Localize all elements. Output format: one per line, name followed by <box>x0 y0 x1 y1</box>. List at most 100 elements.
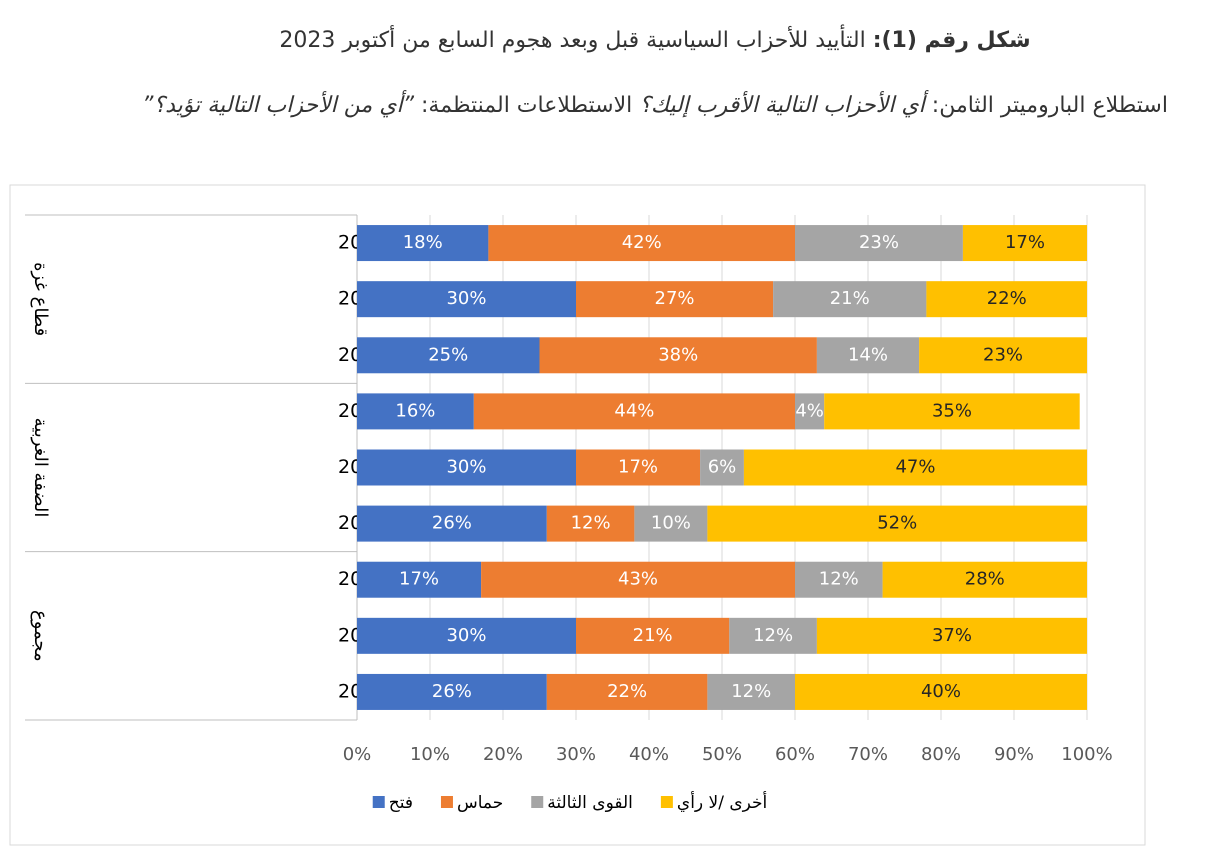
data-label: 47% <box>895 457 935 478</box>
bar-segment <box>357 561 482 598</box>
data-label: 17% <box>1005 232 1045 253</box>
bar-segment <box>729 617 817 654</box>
data-label: 10% <box>651 513 691 534</box>
bar-segment <box>488 225 795 262</box>
bar-segment <box>919 337 1087 374</box>
data-label: 12% <box>753 625 793 646</box>
data-label: 40% <box>921 681 961 702</box>
bar-segment <box>743 449 1087 486</box>
legend-label: حماس <box>457 793 503 813</box>
x-tick-label: 50% <box>702 744 742 765</box>
data-label: 25% <box>428 344 468 365</box>
data-label: 4% <box>795 400 824 421</box>
data-label: 30% <box>446 625 486 646</box>
subtitle-part: الاستطلاعات المنتظمة: <box>421 93 633 118</box>
x-tick-label: 0% <box>343 744 372 765</box>
data-label: 28% <box>965 569 1005 590</box>
legend-label: فتح <box>389 793 413 813</box>
chart-title: شكل رقم (1): التأييد للأحزاب السياسية قب… <box>100 28 1210 53</box>
bar-segment <box>926 281 1087 318</box>
group-label: الضفة الغربية <box>30 418 51 518</box>
data-label: 52% <box>877 513 917 534</box>
group-label: قطاع غزة <box>30 262 51 336</box>
legend-swatch <box>531 796 544 808</box>
data-label: 30% <box>446 457 486 478</box>
bar-segment <box>539 337 817 374</box>
data-label: 12% <box>819 569 859 590</box>
bar-segment <box>576 449 701 486</box>
bar-segment <box>707 505 1087 542</box>
bar-segment <box>816 617 1087 654</box>
bar-segment <box>634 505 708 542</box>
bar-segment <box>795 225 963 262</box>
data-label: 12% <box>571 513 611 534</box>
data-label: 23% <box>859 232 899 253</box>
x-tick-label: 20% <box>483 744 523 765</box>
bar-segment <box>576 281 774 318</box>
bar-segment <box>357 281 576 318</box>
subtitle-question: ”أي من الأحزاب التالية تؤيد؟” <box>142 93 415 118</box>
data-label: 35% <box>932 400 972 421</box>
bar-segment <box>357 225 489 262</box>
data-label: 21% <box>830 288 870 309</box>
bar-segment <box>816 337 920 374</box>
x-tick-label: 60% <box>775 744 815 765</box>
bar-segment <box>546 505 635 542</box>
legend-label: القوى الثالثة <box>547 793 633 813</box>
chart-subtitle: استطلاع الباروميتر الثامن: أي الأحزاب ال… <box>100 86 1210 126</box>
data-label: 43% <box>618 569 658 590</box>
x-tick-label: 70% <box>848 744 888 765</box>
data-label: 23% <box>983 344 1023 365</box>
bar-segment <box>824 393 1080 430</box>
data-label: 17% <box>618 457 658 478</box>
x-tick-label: 40% <box>629 744 669 765</box>
x-tick-label: 100% <box>1061 744 1112 765</box>
title-text: التأييد للأحزاب السياسية قبل وبعد هجوم ا… <box>279 28 866 53</box>
bar-segment <box>773 281 927 318</box>
bar-segment <box>795 561 883 598</box>
data-label: 6% <box>708 457 737 478</box>
chart-frame <box>9 184 1146 846</box>
group-label: مجموع <box>30 610 51 662</box>
title-label: شكل رقم (1): <box>872 28 1031 53</box>
legend-label: أخرى /لا رأي <box>677 791 767 813</box>
data-label: 42% <box>622 232 662 253</box>
subtitle-part: استطلاع الباروميتر الثامن: <box>931 93 1168 118</box>
data-label: 38% <box>658 344 698 365</box>
legend-swatch <box>372 796 385 808</box>
bar-segment <box>481 561 795 598</box>
legend-swatch <box>440 796 453 808</box>
bar-segment <box>357 617 576 654</box>
bar-segment <box>795 673 1087 710</box>
x-tick-label: 90% <box>994 744 1034 765</box>
bar-segment <box>357 673 547 710</box>
data-label: 21% <box>633 625 673 646</box>
subtitle-question: أي الأحزاب التالية الأقرب إليك؟ <box>639 93 925 118</box>
data-label: 16% <box>395 400 435 421</box>
bar-segment <box>357 337 540 374</box>
data-label: 44% <box>614 400 654 421</box>
bar-segment <box>882 561 1087 598</box>
bar-segment <box>576 617 730 654</box>
bar-segment <box>473 393 795 430</box>
bar-segment <box>962 225 1087 262</box>
data-label: 17% <box>399 569 439 590</box>
data-label: 37% <box>932 625 972 646</box>
bar-segment <box>546 673 708 710</box>
bar-segment <box>357 505 547 542</box>
data-label: 26% <box>432 681 472 702</box>
bar-segment <box>700 449 744 486</box>
data-label: 12% <box>731 681 771 702</box>
bar-segment <box>707 673 795 710</box>
legend: فتح حماس القوى الثالثة أخرى /لا رأي <box>372 791 767 813</box>
data-label: 14% <box>848 344 888 365</box>
data-label: 18% <box>403 232 443 253</box>
data-label: 30% <box>446 288 486 309</box>
data-label: 26% <box>432 513 472 534</box>
x-tick-label: 10% <box>410 744 450 765</box>
x-tick-label: 30% <box>556 744 596 765</box>
data-label: 27% <box>655 288 695 309</box>
bar-segment <box>795 393 825 430</box>
